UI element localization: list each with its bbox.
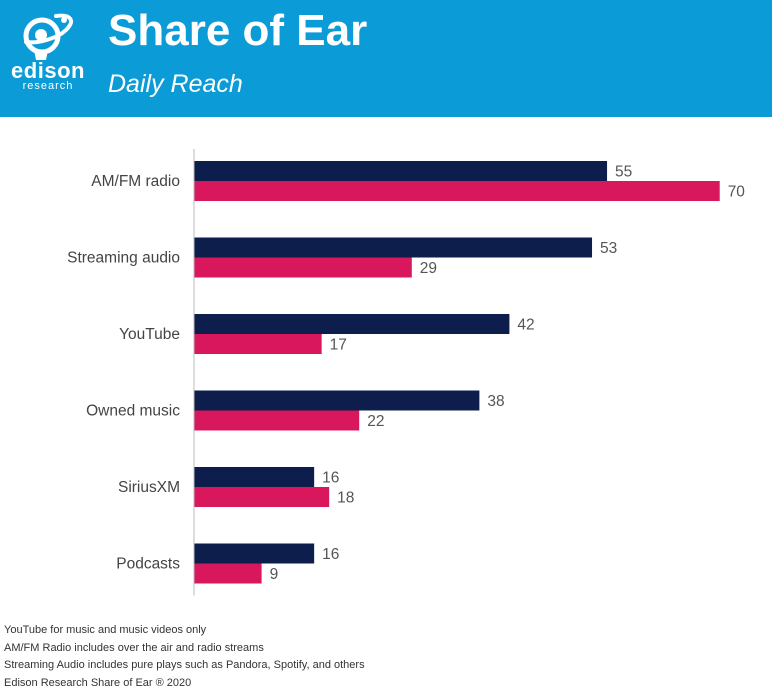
logo-wordmark: edison <box>11 58 85 83</box>
logo-subtext: research <box>22 80 74 92</box>
category-label-streaming-audio: Streaming audio <box>67 250 180 267</box>
data-label-siriusxm-series-2: 18 <box>337 490 354 507</box>
bar-podcasts-series-1 <box>194 543 315 564</box>
data-label-streaming-audio-series-1: 53 <box>600 240 617 257</box>
footnote-amfm: AM/FM Radio includes over the air and ra… <box>4 641 264 654</box>
category-label-podcasts: Podcasts <box>116 556 180 573</box>
data-label-youtube-series-2: 17 <box>330 337 347 354</box>
data-label-am-fm-radio-series-2: 70 <box>728 184 746 201</box>
bar-podcasts-series-2 <box>194 563 262 584</box>
data-label-youtube-series-1: 42 <box>517 317 534 334</box>
bar-youtube-series-2 <box>194 334 322 354</box>
chart-subtitle: Daily Reach <box>108 70 243 98</box>
data-label-podcasts-series-1: 16 <box>322 546 339 563</box>
bar-owned-music-series-2 <box>194 410 360 431</box>
bar-owned-music-series-1 <box>194 390 480 411</box>
footnotes: YouTube for music and music videos only … <box>4 622 764 692</box>
data-label-owned-music-series-2: 22 <box>367 413 384 430</box>
edison-lightbulb-logo-icon <box>23 13 73 60</box>
bar-am-fm-radio-series-2 <box>194 181 720 201</box>
category-label-siriusxm: SiriusXM <box>118 479 180 496</box>
category-label-owned-music: Owned music <box>86 403 180 420</box>
bar-streaming-audio-series-1 <box>194 237 593 258</box>
chart-title: Share of Ear <box>108 6 368 55</box>
header-banner: edison research Share of Ear Daily Reach <box>0 0 772 117</box>
bar-siriusxm-series-1 <box>194 467 315 487</box>
data-label-am-fm-radio-series-1: 55 <box>615 164 632 181</box>
footnote-youtube: YouTube for music and music videos only <box>4 624 207 636</box>
data-label-podcasts-series-2: 9 <box>270 566 279 583</box>
bar-youtube-series-1 <box>194 314 510 334</box>
data-label-siriusxm-series-1: 16 <box>322 470 339 487</box>
bar-streaming-audio-series-2 <box>194 257 412 278</box>
category-label-am-fm-radio: AM/FM radio <box>91 173 180 190</box>
bar-siriusxm-series-2 <box>194 487 330 507</box>
footnote-source: Edison Research Share of Ear ® 2020 <box>4 676 192 689</box>
footnote-streaming: Streaming Audio includes pure plays such… <box>4 659 365 671</box>
data-label-streaming-audio-series-2: 29 <box>420 260 437 277</box>
category-label-youtube: YouTube <box>119 326 180 343</box>
bar-am-fm-radio-series-1 <box>194 161 608 181</box>
bar-chart: AM/FM radio 55 70 Streaming audio 53 29 YouTub… <box>67 149 746 596</box>
data-label-owned-music-series-1: 38 <box>487 393 504 410</box>
